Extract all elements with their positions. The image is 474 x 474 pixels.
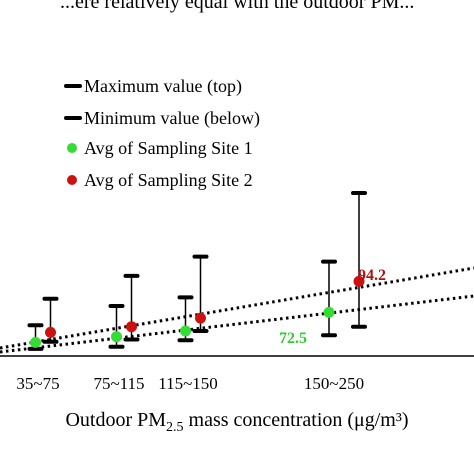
legend-label-min: Minimum value (below) xyxy=(84,108,260,129)
x-axis-title-subscript: 2.5 xyxy=(166,420,184,435)
x-axis-title: Outdoor PM2.5 mass concentration (μg/m³) xyxy=(65,409,408,435)
point-site2-3 xyxy=(353,275,365,287)
point-site2-2 xyxy=(195,312,206,324)
trendline-site1 xyxy=(0,294,474,354)
point-site1-3 xyxy=(323,306,335,318)
legend-label-site2: Avg of Sampling Site 2 xyxy=(84,170,253,190)
value-labels: 72.5 94.2 xyxy=(279,267,386,347)
x-axis-title-tail: mass concentration (μg/m³) xyxy=(184,409,409,431)
data-points xyxy=(30,275,365,348)
header-fragment: ...ere relatively equal with the outdoor… xyxy=(60,0,414,13)
x-tick-label: 115~150 xyxy=(158,374,218,393)
x-tick-label: 35~75 xyxy=(16,374,59,393)
x-tick-label: 75~115 xyxy=(93,374,144,393)
point-site2-1 xyxy=(126,321,137,333)
point-site1-1 xyxy=(111,331,122,343)
legend-site2-marker xyxy=(67,175,77,185)
legend: Maximum value (top) Minimum value (below… xyxy=(64,76,260,190)
legend-site1-marker xyxy=(67,143,77,153)
legend-label-site1: Avg of Sampling Site 1 xyxy=(84,138,253,158)
point-site2-0 xyxy=(45,326,56,338)
x-axis-title-main: Outdoor PM xyxy=(65,409,166,431)
legend-label-max: Maximum value (top) xyxy=(84,76,242,97)
point-site1-0 xyxy=(30,336,41,348)
value-label-site2: 94.2 xyxy=(358,267,386,284)
error-bars xyxy=(27,191,367,351)
trendline-site2 xyxy=(0,266,474,350)
x-tick-label: 150~250 xyxy=(304,374,364,393)
point-site1-2 xyxy=(180,325,191,337)
trendlines xyxy=(0,266,474,354)
value-label-site1: 72.5 xyxy=(279,330,307,347)
x-tick-labels: 35~75 75~115 115~150 150~250 xyxy=(16,374,364,393)
